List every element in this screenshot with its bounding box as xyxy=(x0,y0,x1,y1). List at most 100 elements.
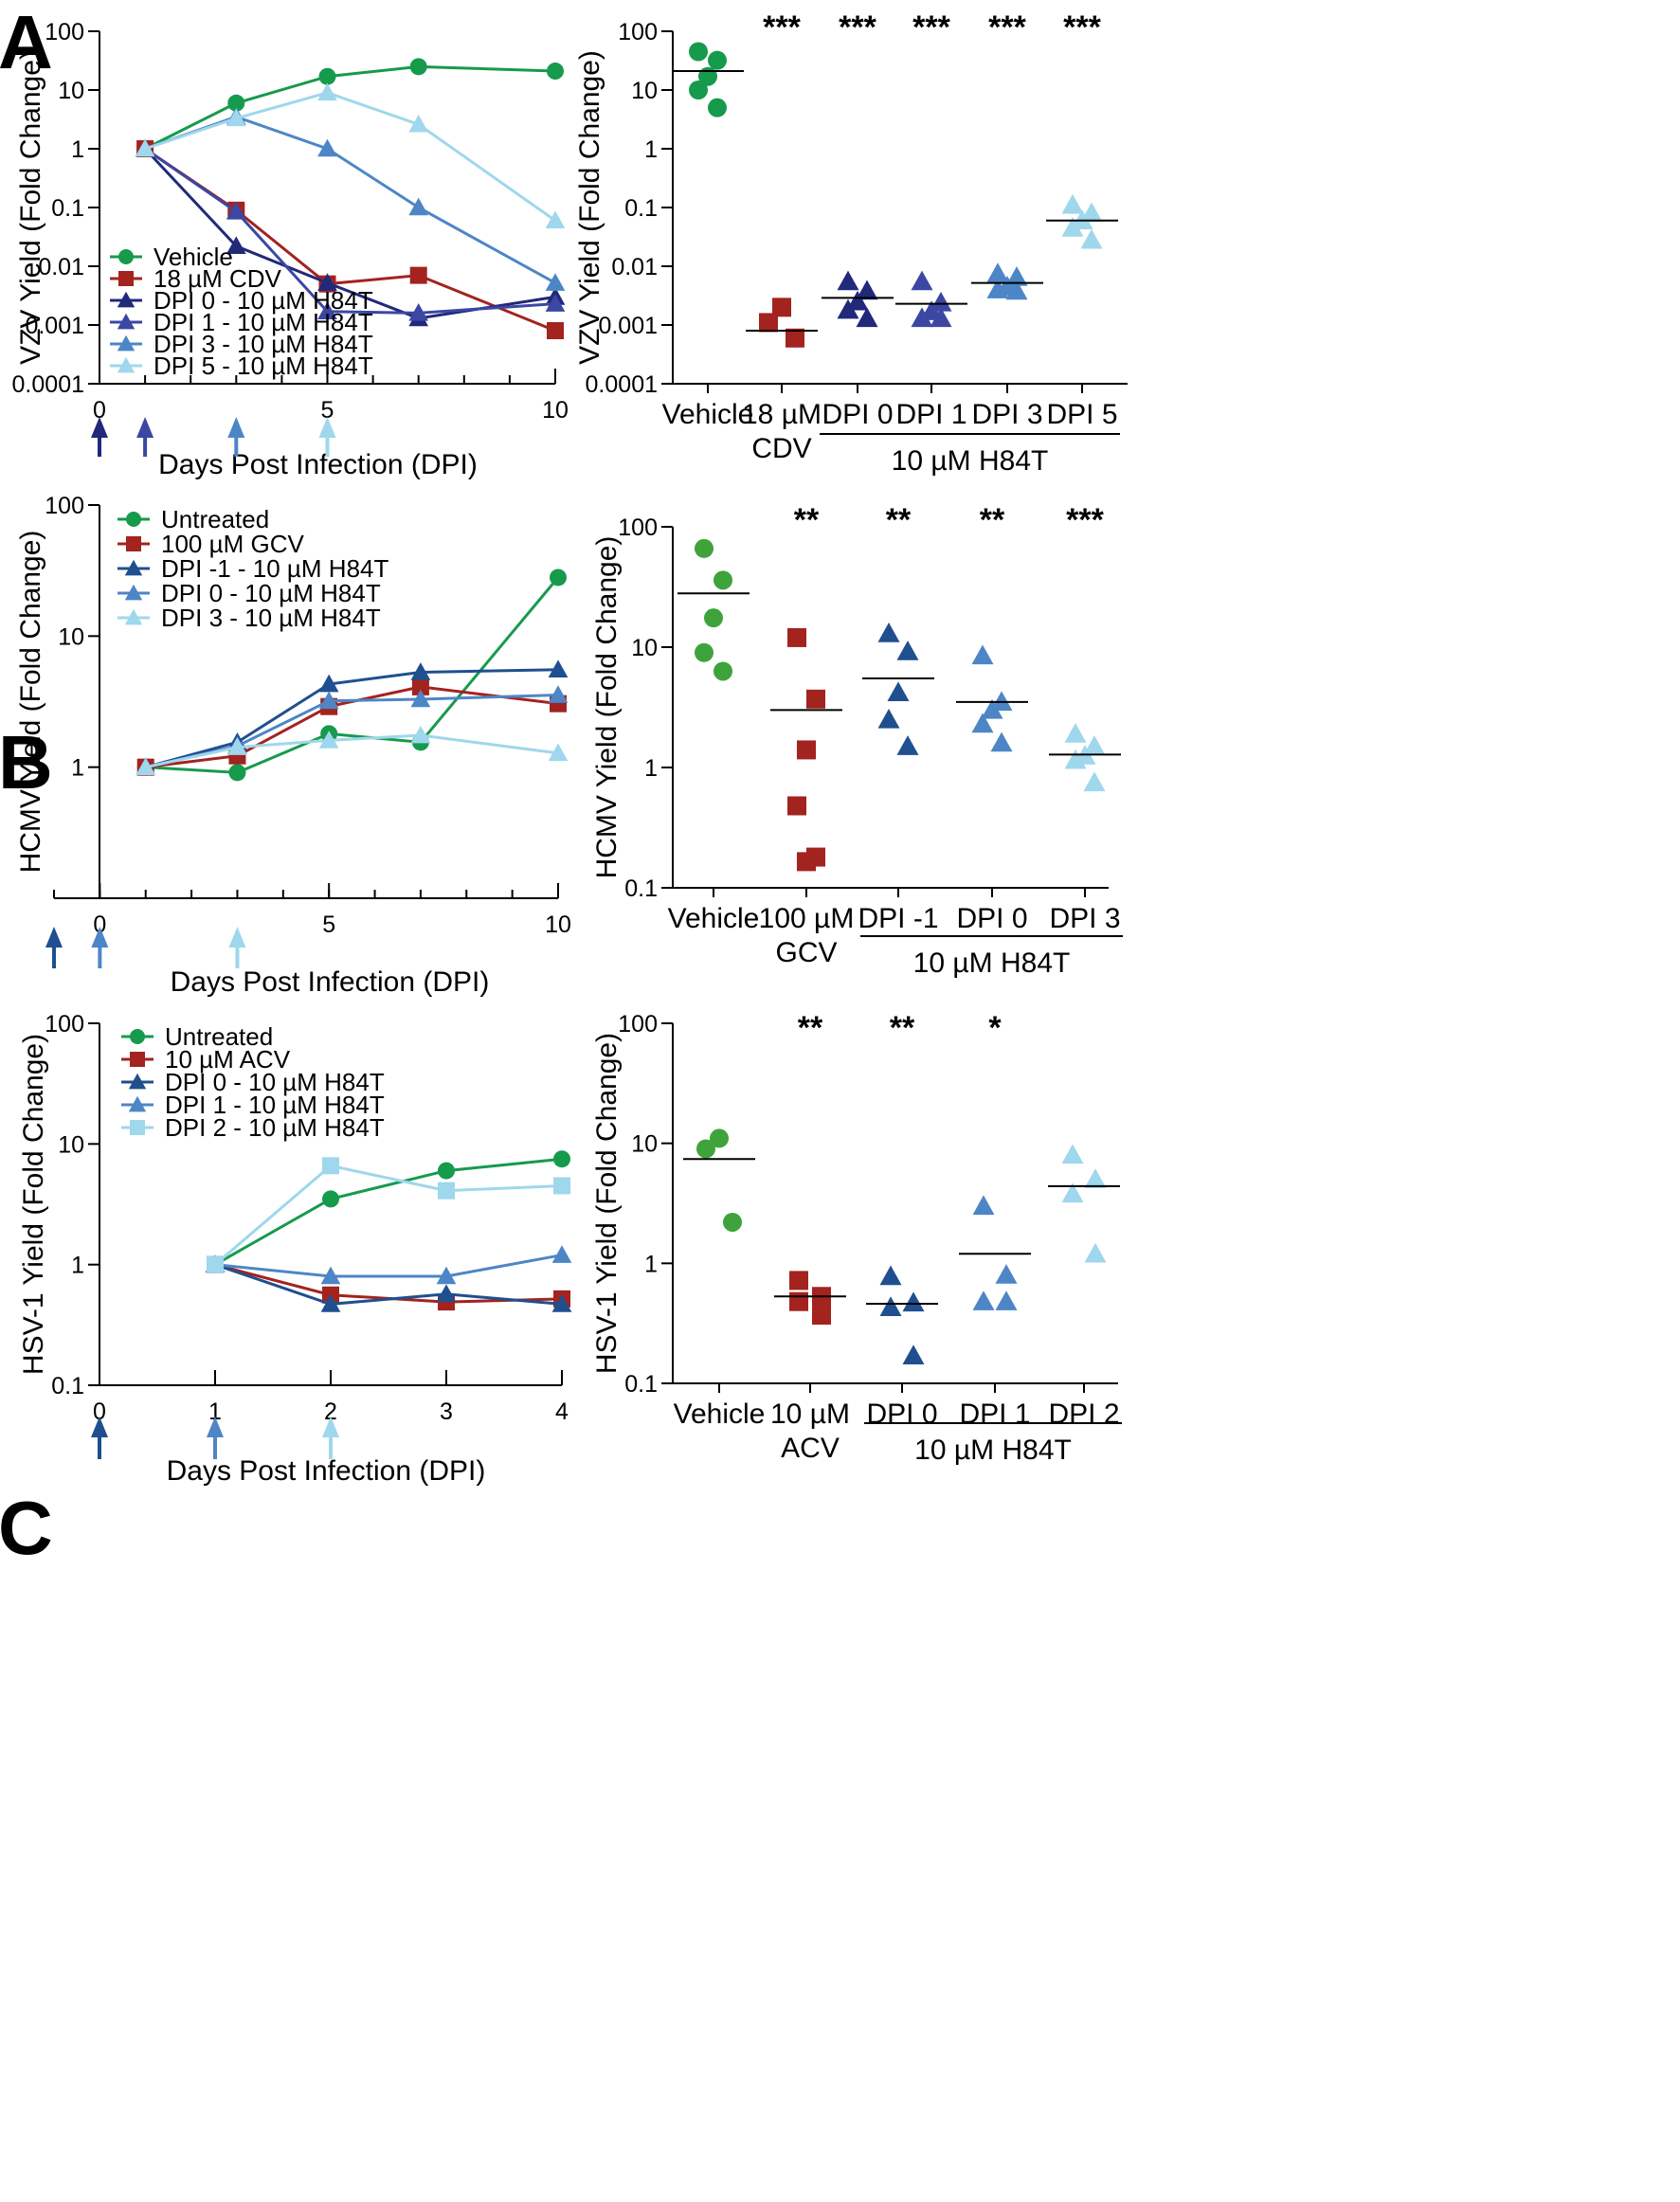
data-point xyxy=(787,796,806,816)
data-point xyxy=(1083,735,1106,755)
x-axis-title: Days Post Infection (DPI) xyxy=(158,449,478,480)
category-label: DPI 3 xyxy=(971,399,1042,430)
legend-marker xyxy=(124,608,143,625)
series-line xyxy=(214,1164,563,1266)
category-label: DPI 5 xyxy=(1046,399,1117,430)
arrow-head xyxy=(322,1417,339,1437)
data-point xyxy=(995,1264,1018,1284)
data-point xyxy=(1080,228,1103,249)
series-4 xyxy=(207,1157,570,1273)
group-4: DPI 3 *** xyxy=(1049,502,1121,934)
significance-label: *** xyxy=(912,9,950,45)
data-point xyxy=(547,322,564,340)
data-point xyxy=(786,328,804,348)
data-point xyxy=(887,681,910,702)
dosing-arrow xyxy=(228,927,246,968)
data-point xyxy=(317,301,337,319)
x-tick-label: 2 xyxy=(324,1399,337,1425)
y-tick-label: 0.1 xyxy=(624,1371,658,1398)
y-tick-label: 1 xyxy=(644,755,658,782)
legend-label: DPI 1 - 10 µM H84T xyxy=(154,308,373,336)
y-axis-title: VZV Yield (Fold Change) xyxy=(574,50,605,365)
data-point xyxy=(135,757,156,775)
significance-label: *** xyxy=(988,9,1026,45)
y-tick-label: 100 xyxy=(618,19,658,45)
group-label: 10 µM H84T xyxy=(914,1435,1072,1466)
line-chart-b: 100 10 1 HCMV Yield (Fold Change) 0 5 10 Days P… xyxy=(15,493,571,998)
dosing-arrow xyxy=(91,417,108,457)
data-point xyxy=(879,1296,902,1316)
data-point xyxy=(317,273,337,291)
data-point xyxy=(548,743,569,762)
y-axis-title: HCMV Yield (Fold Change) xyxy=(591,536,623,879)
arrow-head xyxy=(318,417,336,438)
group-0: Vehicle xyxy=(662,42,754,430)
data-point xyxy=(207,1255,224,1273)
legend-marker xyxy=(124,559,143,576)
series-line xyxy=(214,1263,563,1306)
data-point xyxy=(322,1157,339,1175)
legend-marker xyxy=(128,1073,147,1090)
data-point xyxy=(902,1345,925,1365)
category-label: ACV xyxy=(781,1433,840,1464)
data-point xyxy=(902,1291,925,1312)
data-point xyxy=(227,737,247,755)
category-label: DPI 3 xyxy=(1049,903,1120,934)
legend-marker xyxy=(126,536,141,551)
legend-marker xyxy=(117,334,135,352)
y-tick-label: 100 xyxy=(618,1011,658,1038)
data-point xyxy=(1061,193,1084,214)
data-point xyxy=(545,273,566,291)
data-point xyxy=(797,852,816,872)
y-tick-label: 0.01 xyxy=(38,254,84,280)
data-point xyxy=(856,307,878,328)
data-point xyxy=(1084,1242,1107,1263)
data-point xyxy=(710,1128,729,1148)
series-1 xyxy=(136,677,567,776)
y-tick-label: 0.001 xyxy=(25,313,84,339)
arrow-head xyxy=(91,927,109,948)
x-tick-label: 5 xyxy=(322,911,335,938)
data-point xyxy=(322,1190,339,1208)
data-point xyxy=(981,698,1003,719)
significance-label: *** xyxy=(1063,9,1101,45)
x-tick-label: 0 xyxy=(93,1399,106,1425)
series-3 xyxy=(135,138,566,321)
data-point xyxy=(990,731,1013,752)
legend-marker xyxy=(124,584,143,601)
legend-marker xyxy=(130,1029,145,1044)
x-tick-label: 4 xyxy=(555,1399,569,1425)
data-point xyxy=(708,50,727,70)
data-point xyxy=(877,623,900,642)
data-point xyxy=(837,270,859,291)
y-tick-label: 10 xyxy=(631,635,658,661)
panel-letter-c: C xyxy=(0,1486,53,1570)
data-point xyxy=(787,627,806,647)
data-point xyxy=(789,1291,808,1311)
category-label: Vehicle xyxy=(668,903,760,934)
data-point xyxy=(995,1291,1018,1310)
legend-label: DPI 3 - 10 µM H84T xyxy=(161,604,381,632)
y-tick-label: 100 xyxy=(45,1011,84,1038)
y-tick-label: 0.01 xyxy=(611,254,658,280)
y-tick-label: 100 xyxy=(45,493,84,519)
arrow-head xyxy=(207,1417,224,1437)
data-point xyxy=(930,291,952,312)
data-point xyxy=(772,298,791,317)
category-label: Vehicle xyxy=(662,399,754,430)
data-point xyxy=(971,644,994,665)
data-point xyxy=(879,1265,902,1286)
data-point xyxy=(1061,217,1084,237)
x-tick-label: 5 xyxy=(321,397,334,424)
data-point xyxy=(320,1294,341,1312)
significance-label: ** xyxy=(794,502,820,538)
y-tick-label: 100 xyxy=(618,514,658,541)
y-tick-label: 10 xyxy=(58,1131,84,1158)
data-point xyxy=(408,114,429,133)
legend-label: DPI -1 - 10 µM H84T xyxy=(161,554,388,583)
legend-label: 18 µM CDV xyxy=(154,264,282,293)
y-tick-label: 1 xyxy=(71,1253,84,1279)
data-point xyxy=(972,1291,995,1310)
significance-label: ** xyxy=(798,1010,823,1046)
x-tick-label: 10 xyxy=(542,397,569,424)
